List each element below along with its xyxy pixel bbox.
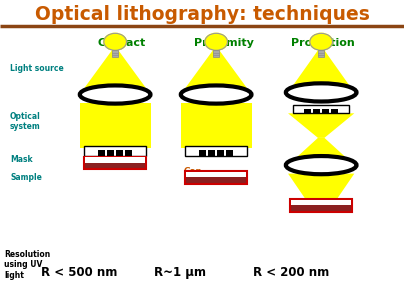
Bar	[217, 150, 224, 156]
Bar	[116, 150, 123, 156]
Bar	[291, 200, 351, 205]
Bar	[304, 109, 311, 113]
Bar	[186, 172, 246, 177]
Ellipse shape	[286, 156, 356, 174]
Polygon shape	[181, 103, 252, 148]
Text: Sample: Sample	[10, 173, 42, 182]
Polygon shape	[80, 50, 151, 95]
Circle shape	[205, 33, 227, 50]
Text: Projection: Projection	[291, 38, 355, 48]
Ellipse shape	[181, 85, 251, 104]
Polygon shape	[288, 113, 354, 138]
Polygon shape	[80, 103, 151, 148]
Circle shape	[104, 33, 126, 50]
Text: Proximity: Proximity	[194, 38, 254, 48]
Polygon shape	[288, 174, 354, 198]
Text: Optical lithography: techniques: Optical lithography: techniques	[35, 5, 369, 24]
Bar	[199, 150, 206, 156]
Text: R~1 μm: R~1 μm	[154, 266, 206, 279]
Bar	[226, 150, 233, 156]
Bar	[112, 50, 118, 57]
Ellipse shape	[80, 85, 151, 104]
Bar	[98, 150, 105, 156]
Text: Contact: Contact	[97, 38, 145, 48]
Circle shape	[310, 33, 332, 50]
Bar	[208, 150, 215, 156]
Text: R < 500 nm: R < 500 nm	[40, 266, 117, 279]
Bar	[85, 158, 145, 163]
Bar	[84, 157, 146, 169]
Text: Resolution
using UV
light: Resolution using UV light	[4, 250, 50, 280]
Bar	[185, 171, 247, 184]
Bar	[290, 199, 352, 212]
Text: Light source: Light source	[10, 64, 64, 73]
Polygon shape	[288, 50, 354, 92]
Bar	[331, 109, 338, 113]
Text: Gap: Gap	[184, 167, 202, 176]
Text: Optical
system: Optical system	[10, 112, 41, 131]
Bar	[107, 150, 114, 156]
Bar	[125, 150, 132, 156]
Bar	[293, 105, 349, 113]
Bar	[322, 109, 329, 113]
Text: R < 200 nm: R < 200 nm	[253, 266, 329, 279]
Polygon shape	[181, 50, 252, 95]
Ellipse shape	[286, 83, 356, 102]
Bar	[185, 146, 247, 156]
Polygon shape	[288, 138, 354, 165]
Bar	[318, 50, 324, 57]
Bar	[213, 50, 219, 57]
Bar	[313, 109, 320, 113]
Bar	[84, 146, 146, 156]
Text: Mask: Mask	[10, 155, 33, 164]
